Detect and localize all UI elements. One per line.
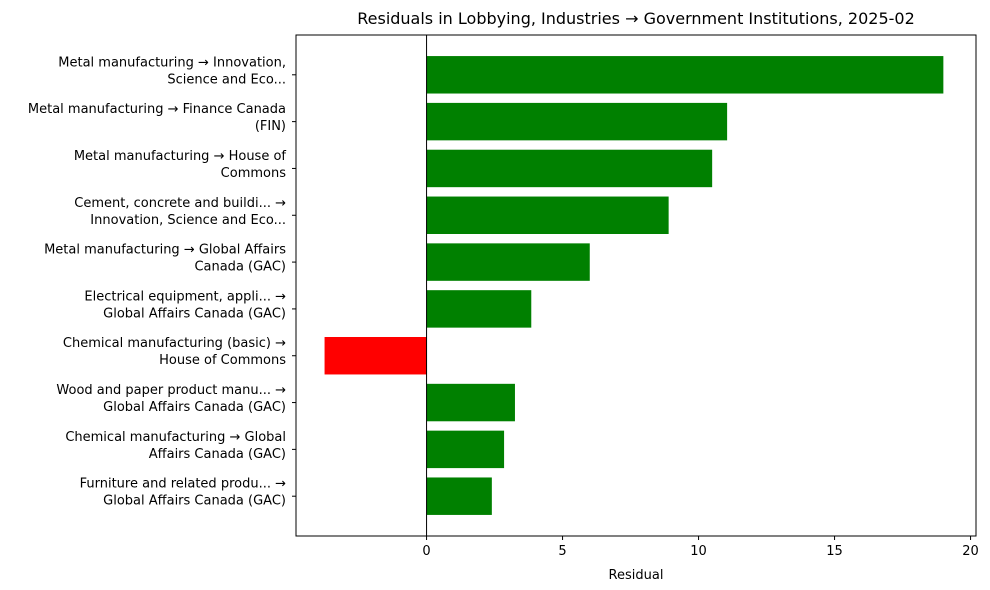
x-tick-label: 0 xyxy=(422,544,430,559)
y-tick-label: Metal manufacturing → Innovation, Science… xyxy=(58,55,286,87)
bar-8 xyxy=(426,430,505,469)
y-tick-label: Metal manufacturing → House of Commons xyxy=(74,149,287,181)
y-tick-label: Furniture and related produ... → Global A… xyxy=(80,477,286,509)
x-tick-label: 15 xyxy=(826,544,843,559)
y-tick-label: Electrical equipment, appli... → Global A… xyxy=(84,289,286,321)
bar-9 xyxy=(426,477,492,515)
y-tick-label: Metal manufacturing → Global Affairs Cana… xyxy=(44,243,286,275)
bar-0 xyxy=(426,56,944,94)
x-tick-label: 20 xyxy=(962,544,979,559)
y-tick-label: Chemical manufacturing → Global Affairs C… xyxy=(65,430,286,462)
x-tick-label: 5 xyxy=(558,544,566,559)
x-tick-label: 10 xyxy=(690,544,707,559)
bar-5 xyxy=(426,290,532,328)
bar-3 xyxy=(426,196,669,234)
plot-frame xyxy=(295,34,977,537)
y-tick-label: Chemical manufacturing (basic) → House of… xyxy=(63,336,286,368)
bar-7 xyxy=(426,383,515,422)
y-tick-label: Metal manufacturing → Finance Canada (FIN… xyxy=(28,102,286,134)
y-axis-ticks: Metal manufacturing → Innovation, Science… xyxy=(28,55,296,509)
bar-4 xyxy=(426,243,590,281)
chart-title: Residuals in Lobbying, Industries → Gove… xyxy=(357,9,915,28)
y-tick-label: Cement, concrete and buildi... → Innovati… xyxy=(74,196,286,228)
x-axis-ticks: 0 5 10 15 20 xyxy=(422,536,979,559)
bar-1 xyxy=(426,102,728,141)
bars-group xyxy=(324,56,944,515)
bar-6 xyxy=(324,337,427,375)
bar-2 xyxy=(426,149,713,188)
x-axis-label: Residual xyxy=(609,568,664,583)
y-tick-label: Wood and paper product manu... → Global A… xyxy=(56,383,286,415)
